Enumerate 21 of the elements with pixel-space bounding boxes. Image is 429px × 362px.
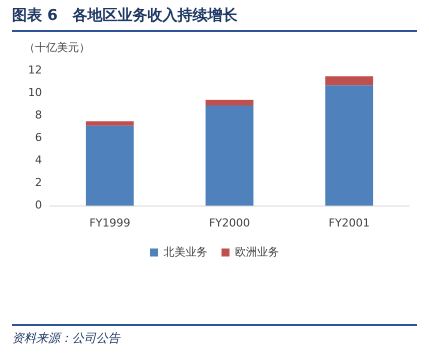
y-tick-label: 10 — [28, 86, 42, 99]
y-tick-label: 6 — [34, 131, 42, 144]
bar — [325, 76, 374, 86]
legend-label: 欧洲业务 — [235, 245, 279, 258]
chart-title: 图表 6 各地区业务收入持续增长 — [12, 6, 238, 25]
y-tick-label: 12 — [28, 63, 42, 76]
y-tick-label: 0 — [34, 198, 42, 212]
bar — [86, 121, 134, 126]
text: 资料来源：公司公告 — [12, 330, 120, 347]
y-tick-label: 8 — [34, 108, 42, 122]
bar — [86, 126, 134, 206]
x-tick-label: FY2001 — [328, 216, 370, 230]
x-tick-label: FY1999 — [89, 216, 130, 230]
bar — [325, 85, 374, 206]
legend-label: 北美业务 — [164, 245, 208, 258]
y-tick-label: 4 — [34, 154, 42, 167]
y-axis-title: （十亿美元） — [24, 40, 90, 55]
bar — [206, 100, 254, 106]
bar — [206, 106, 254, 206]
x-tick-label: FY2000 — [208, 216, 250, 230]
y-tick-label: 2 — [34, 176, 42, 190]
